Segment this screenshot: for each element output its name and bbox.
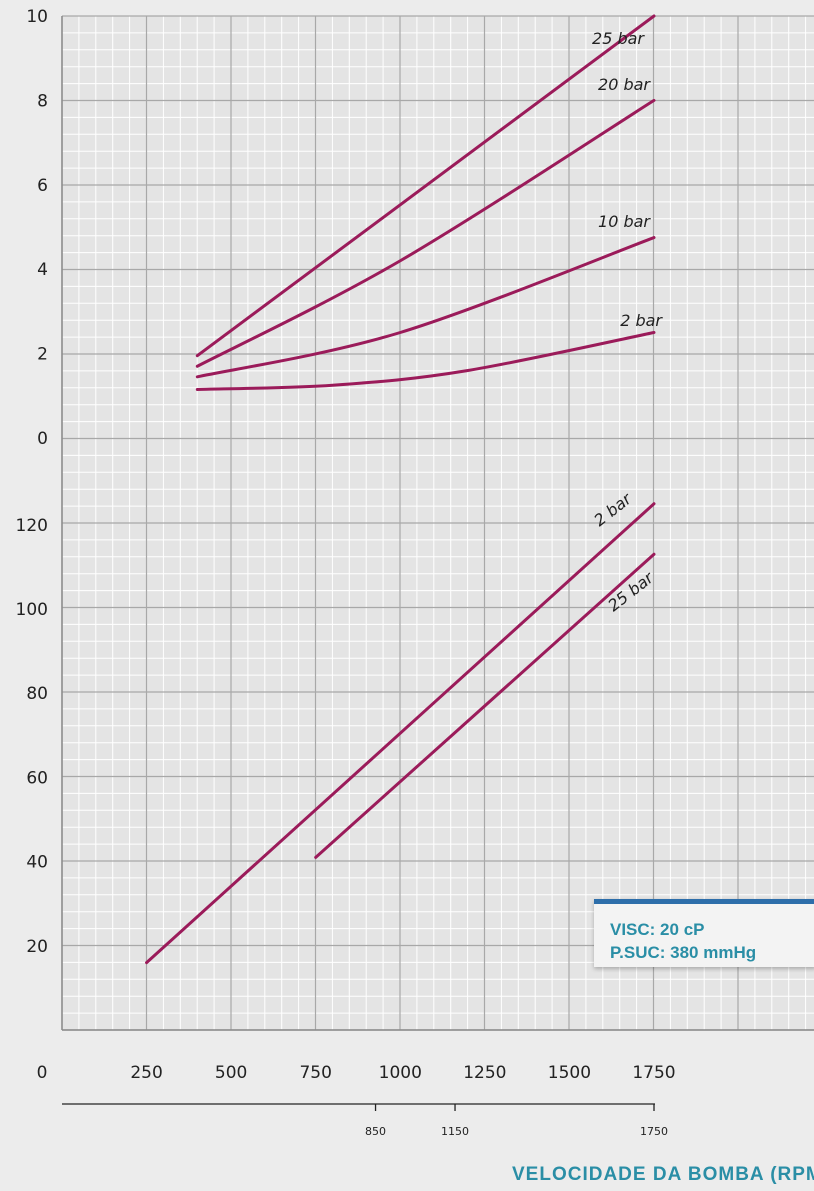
y-tick-label-upper: 2 (37, 345, 48, 365)
series-line-upper (195, 98, 656, 368)
y-tick-label-upper: 8 (37, 91, 48, 111)
x-tick-label: 750 (299, 1063, 331, 1083)
grid (61, 15, 814, 1031)
series-line-upper (195, 236, 656, 379)
viscosity-label: VISC: 20 cP (610, 920, 705, 939)
y-tick-label-upper: 10 (26, 7, 48, 27)
y-tick-label-lower: 100 (16, 600, 48, 620)
series-label-upper: 2 bar (620, 311, 663, 330)
y-tick-label-upper: 6 (37, 176, 48, 196)
y-tick-label-lower: 20 (26, 937, 48, 957)
x-tick-label: 1000 (379, 1063, 422, 1083)
axes (61, 16, 814, 1111)
y-tick-label-lower: 40 (26, 853, 48, 873)
series-line-lower (145, 502, 656, 965)
series-label-upper: 25 bar (592, 29, 645, 48)
series-label-upper: 20 bar (598, 75, 651, 94)
x-tick-label: 1500 (548, 1063, 591, 1083)
y-tick-label-upper: 0 (37, 429, 48, 449)
secondary-axis-label: 850 (365, 1125, 386, 1138)
curves (145, 14, 656, 965)
series-label-upper: 10 bar (598, 212, 651, 231)
x-axis-title: VELOCIDADE DA BOMBA (RPM) (512, 1164, 814, 1185)
x-tick-label: 1750 (632, 1063, 675, 1083)
secondary-axis-label: 1150 (441, 1125, 469, 1138)
x-tick-label: 500 (215, 1063, 247, 1083)
y-tick-label-lower: 120 (16, 516, 48, 536)
secondary-axis-label: 1750 (640, 1125, 668, 1138)
series-line-lower (314, 552, 656, 859)
x-tick-label: 250 (130, 1063, 162, 1083)
series-line-upper (195, 331, 656, 391)
series-line-upper (195, 14, 656, 358)
x-tick-label: 0 (37, 1063, 48, 1083)
y-tick-label-upper: 4 (37, 260, 48, 280)
info-box: VISC: 20 cP P.SUC: 380 mmHg (594, 899, 814, 967)
y-tick-label-lower: 80 (26, 684, 48, 704)
y-tick-label-lower: 60 (26, 768, 48, 788)
suction-pressure-label: P.SUC: 380 mmHg (610, 943, 757, 962)
x-tick-label: 1250 (463, 1063, 506, 1083)
